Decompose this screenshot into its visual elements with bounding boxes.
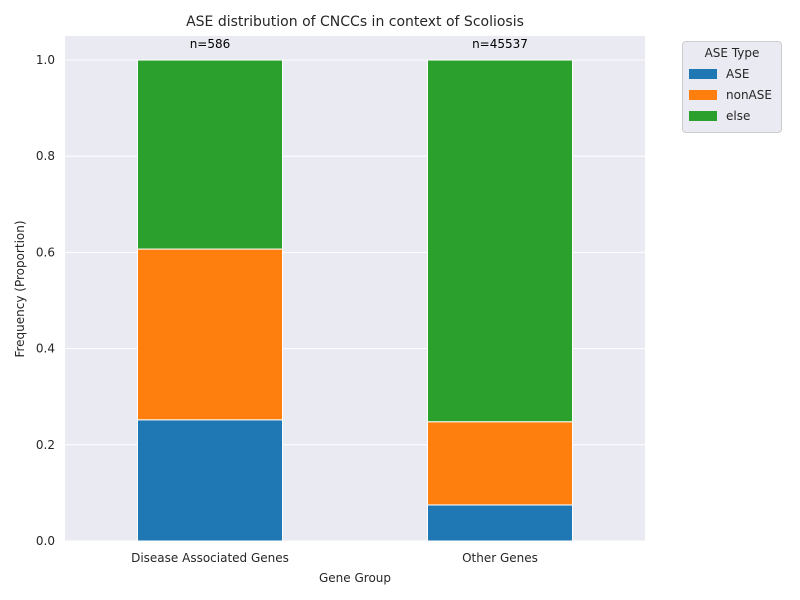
chart-title: ASE distribution of CNCCs in context of … <box>186 14 524 30</box>
bar-segment-ase <box>137 419 283 542</box>
legend-label: else <box>726 108 751 123</box>
bar-segment-nonase <box>427 421 573 506</box>
legend-swatch <box>689 110 717 121</box>
y-tick-label: 0.4 <box>36 342 55 356</box>
legend-item-nonase: nonASE <box>683 84 781 105</box>
legend-swatch <box>689 68 717 79</box>
legend: ASE Type ASE nonASE else <box>682 41 782 133</box>
y-tick-label: 0.6 <box>36 245 55 259</box>
y-axis-ticks: 0.0 0.2 0.4 0.6 0.8 1.0 <box>36 53 55 548</box>
legend-item-else: else <box>683 105 781 126</box>
bar-count-annotation: n=45537 <box>472 37 528 51</box>
bar-count-annotation: n=586 <box>190 37 231 51</box>
bar-segment-ase <box>427 504 573 542</box>
bars <box>137 59 573 542</box>
y-tick-label: 1.0 <box>36 53 55 67</box>
legend-item-ase: ASE <box>683 63 781 84</box>
x-tick-label: Other Genes <box>462 551 538 565</box>
legend-items: ASE nonASE else <box>683 63 781 126</box>
y-tick-label: 0.0 <box>36 534 55 548</box>
legend-label: nonASE <box>726 87 772 102</box>
y-tick-label: 0.2 <box>36 438 55 452</box>
legend-label: ASE <box>726 66 750 81</box>
bar-segment-else <box>427 59 573 423</box>
bar-segment-else <box>137 59 283 250</box>
bar-annotations: n=586 n=45537 <box>190 37 528 51</box>
legend-title: ASE Type <box>704 46 760 60</box>
x-axis-label: Gene Group <box>319 571 391 585</box>
bar-segment-nonase <box>137 248 283 421</box>
x-tick-label: Disease Associated Genes <box>131 551 289 565</box>
legend-swatch <box>689 89 717 100</box>
x-axis-ticks: Disease Associated Genes Other Genes <box>131 551 538 565</box>
y-tick-label: 0.8 <box>36 149 55 163</box>
y-axis-label: Frequency (Proportion) <box>13 220 27 357</box>
